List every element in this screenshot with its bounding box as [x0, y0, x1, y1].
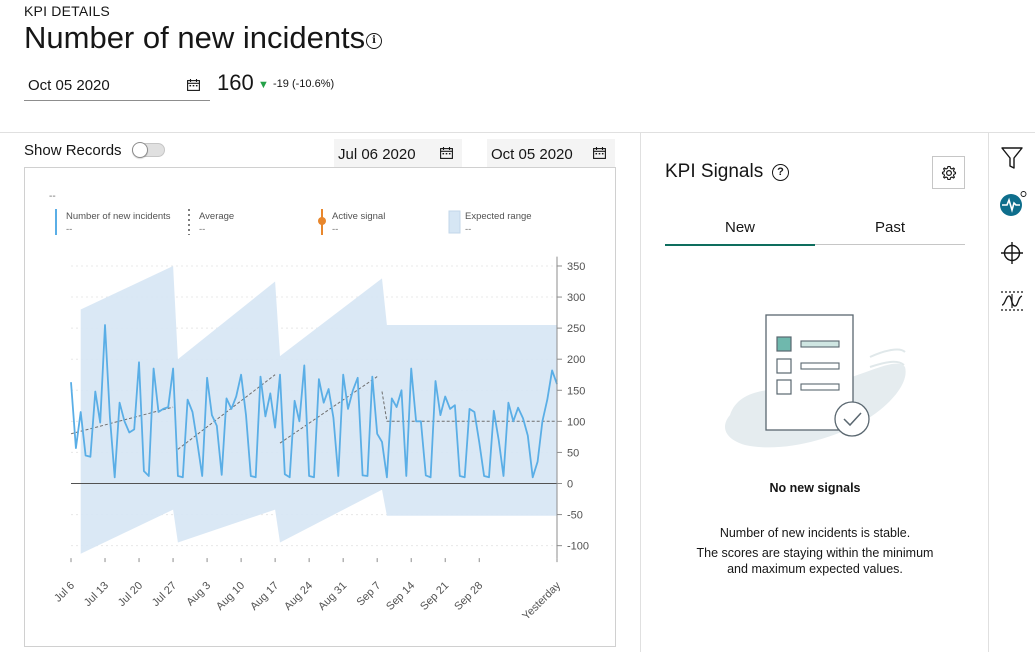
y-tick-label: 300 — [567, 292, 585, 304]
legend-label: Average — [199, 211, 234, 222]
no-signals-illustration — [725, 314, 906, 448]
settings-button[interactable] — [932, 156, 965, 189]
kpi-delta: -19 (-10.6%) — [273, 78, 335, 90]
y-tick-label: 0 — [567, 479, 573, 491]
x-tick-label: Aug 24 — [282, 580, 315, 613]
calendar-icon — [440, 147, 453, 159]
breadcrumb: KPI DETAILS — [24, 3, 110, 19]
x-tick-label: Aug 10 — [214, 580, 247, 613]
kpi-chart: -- Number of new incidents -- Average --… — [24, 167, 616, 647]
y-tick-label: 100 — [567, 416, 585, 428]
show-records-toggle[interactable] — [132, 142, 165, 158]
range-end-value: Oct 05 2020 — [491, 146, 573, 163]
legend-value: -- — [66, 224, 72, 235]
legend-value: -- — [332, 224, 338, 235]
x-tick-label: Aug 31 — [316, 580, 349, 613]
empty-state-line: Number of new incidents is stable. — [719, 526, 911, 540]
legend-label: Expected range — [465, 211, 532, 222]
legend-value: -- — [199, 224, 205, 235]
expected-range-icon[interactable] — [997, 286, 1027, 316]
range-start-value: Jul 06 2020 — [338, 146, 416, 163]
x-tick-label: Sep 14 — [384, 580, 417, 613]
legend-top-label: -- — [49, 191, 56, 202]
y-tick-label: 250 — [567, 323, 585, 335]
x-tick-label: Sep 7 — [354, 580, 383, 609]
y-tick-label: -50 — [567, 510, 583, 522]
kpi-date-value: Oct 05 2020 — [28, 77, 110, 94]
kpi-value: 160 — [217, 70, 254, 95]
incidents-line — [70, 324, 558, 479]
x-tick-label: Aug 17 — [248, 580, 281, 613]
calendar-icon — [593, 147, 606, 159]
legend-signal-dot — [318, 217, 326, 225]
tab-past[interactable]: Past — [815, 213, 965, 245]
tab-new[interactable]: New — [665, 213, 815, 246]
x-tick-label: Sep 21 — [418, 580, 451, 613]
y-tick-label: 50 — [567, 447, 579, 459]
x-tick-label: Jul 6 — [52, 580, 77, 605]
x-tick-label: Aug 3 — [184, 580, 213, 609]
info-icon[interactable]: i — [366, 33, 382, 49]
help-icon[interactable]: ? — [772, 164, 789, 181]
kpi-date-picker[interactable]: Oct 05 2020 — [24, 70, 210, 101]
header-divider — [0, 132, 1035, 133]
x-tick-label: Yesterday — [520, 579, 563, 622]
show-records-label: Show Records — [24, 142, 122, 159]
chart-svg: -- Number of new incidents -- Average --… — [49, 191, 589, 623]
x-tick-label: Jul 13 — [82, 580, 111, 609]
page-title: Number of new incidents — [24, 20, 366, 55]
average-line — [70, 406, 174, 435]
calendar-icon — [187, 79, 200, 91]
legend-label: Active signal — [332, 211, 385, 222]
y-tick-label: 350 — [567, 261, 585, 273]
target-icon[interactable] — [997, 238, 1027, 268]
range-start-date-picker[interactable]: Jul 06 2020 — [334, 139, 462, 168]
legend-range-swatch — [448, 210, 461, 234]
y-tick-label: 150 — [567, 385, 585, 397]
legend-value: -- — [465, 224, 471, 235]
signals-title: KPI Signals — [665, 161, 764, 182]
expected-range-band — [80, 266, 557, 554]
panel-divider — [640, 133, 641, 652]
x-tick-label: Sep 28 — [452, 580, 485, 613]
trend-down-icon: ▼ — [258, 79, 269, 91]
x-tick-label: Jul 20 — [116, 580, 145, 609]
legend-label: Number of new incidents — [66, 211, 171, 222]
y-tick-label: -100 — [567, 541, 589, 553]
average-line — [381, 391, 557, 422]
empty-state-line: and maximum expected values. — [727, 562, 903, 576]
range-end-date-picker[interactable]: Oct 05 2020 — [487, 139, 615, 168]
empty-state-title: No new signals — [769, 481, 861, 495]
toggle-knob — [132, 142, 148, 158]
signal-pulse-icon[interactable] — [997, 189, 1027, 219]
rail-divider — [988, 133, 989, 652]
empty-state-line: The scores are staying within the minimu… — [696, 546, 934, 560]
x-tick-label: Jul 27 — [150, 580, 179, 609]
filter-icon[interactable] — [997, 142, 1027, 172]
y-tick-label: 200 — [567, 354, 585, 366]
gear-icon — [941, 165, 957, 181]
